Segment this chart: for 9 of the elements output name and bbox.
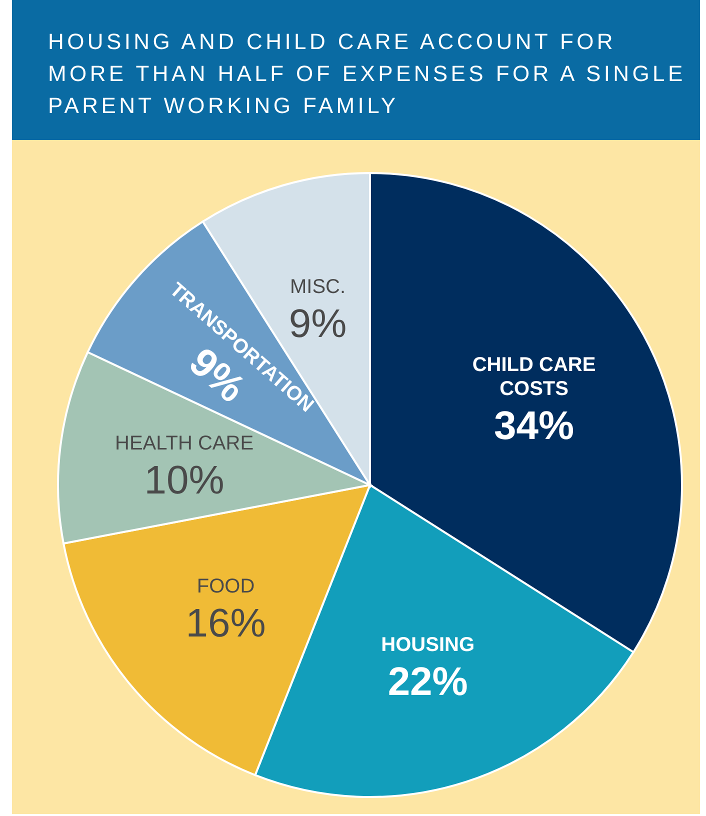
data-label: 22% [388,660,468,704]
slice-label: HOUSING [381,634,475,656]
slice-label: FOOD [196,575,255,598]
data-label: 10% [144,458,224,503]
slice-label: HEALTH CARE [115,432,254,455]
data-label: 34% [494,404,574,448]
data-label: 16% [186,601,266,646]
slice-label: CHILD CARE COSTS [472,354,596,400]
chart-title: HOUSING AND CHILD CARE ACCOUNT FOR MORE THAN HALF OF EXPENSES FOR A SINGLE PARENT WORKING FAMILY [48,29,686,118]
